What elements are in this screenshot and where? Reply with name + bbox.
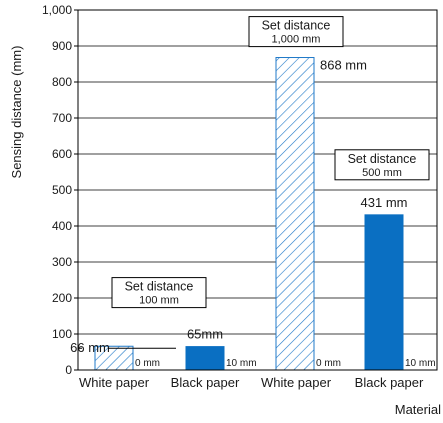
y-tick-label: 700 [52, 111, 72, 125]
y-tick-label: 400 [52, 219, 72, 233]
bar-3 [275, 57, 315, 371]
y-axis-title: Sensing distance (mm) [9, 46, 24, 179]
y-tick-label: 100 [52, 327, 72, 341]
category-label: Black paper [171, 375, 240, 390]
plot-frame [77, 9, 438, 371]
annotation-title: Set distance [262, 19, 331, 33]
annotation-title: Set distance [348, 152, 417, 166]
bar-4 [364, 214, 404, 371]
annotation-value: 500 mm [362, 167, 402, 179]
annotation-box [111, 277, 207, 309]
value-label: 66 mm [70, 340, 110, 355]
x-axis-title: Material [395, 402, 441, 417]
y-tick-label: 0 [65, 363, 72, 377]
value-label: 868 mm [320, 58, 367, 73]
bars [94, 57, 404, 371]
annotation-box [334, 149, 430, 181]
y-tick-label: 500 [52, 183, 72, 197]
bar-zero-label: 0 mm [316, 358, 341, 369]
bar-zero-label: 0 mm [135, 358, 160, 369]
y-tick-label: 600 [52, 147, 72, 161]
annotation-value: 100 mm [139, 295, 179, 307]
y-tick-label: 800 [52, 75, 72, 89]
y-tick-label: 900 [52, 39, 72, 53]
value-label: 431 mm [361, 195, 408, 210]
y-tick-label: 200 [52, 291, 72, 305]
bar-2 [185, 346, 225, 371]
value-label: 65mm [187, 327, 223, 342]
y-axis-ticks: 0 100 200 300 400 500 600 700 800 900 1,000 [42, 3, 78, 377]
category-labels: White paper Black paper White paper Black p… [79, 375, 424, 390]
annotation-box [248, 16, 344, 48]
annotation-value: 1,000 mm [272, 34, 321, 46]
category-label: White paper [79, 375, 150, 390]
category-label: Black paper [355, 375, 424, 390]
category-label: White paper [261, 375, 332, 390]
bar-zero-label: 10 mm [405, 358, 436, 369]
y-tick-label: 1,000 [42, 3, 72, 17]
y-tick-label: 300 [52, 255, 72, 269]
annotation-title: Set distance [125, 280, 194, 294]
value-labels: 0 mm 10 mm 0 mm 10 mm 66 mm 65mm 868 mm 431 mm [70, 58, 435, 369]
bar-zero-label: 10 mm [226, 358, 257, 369]
